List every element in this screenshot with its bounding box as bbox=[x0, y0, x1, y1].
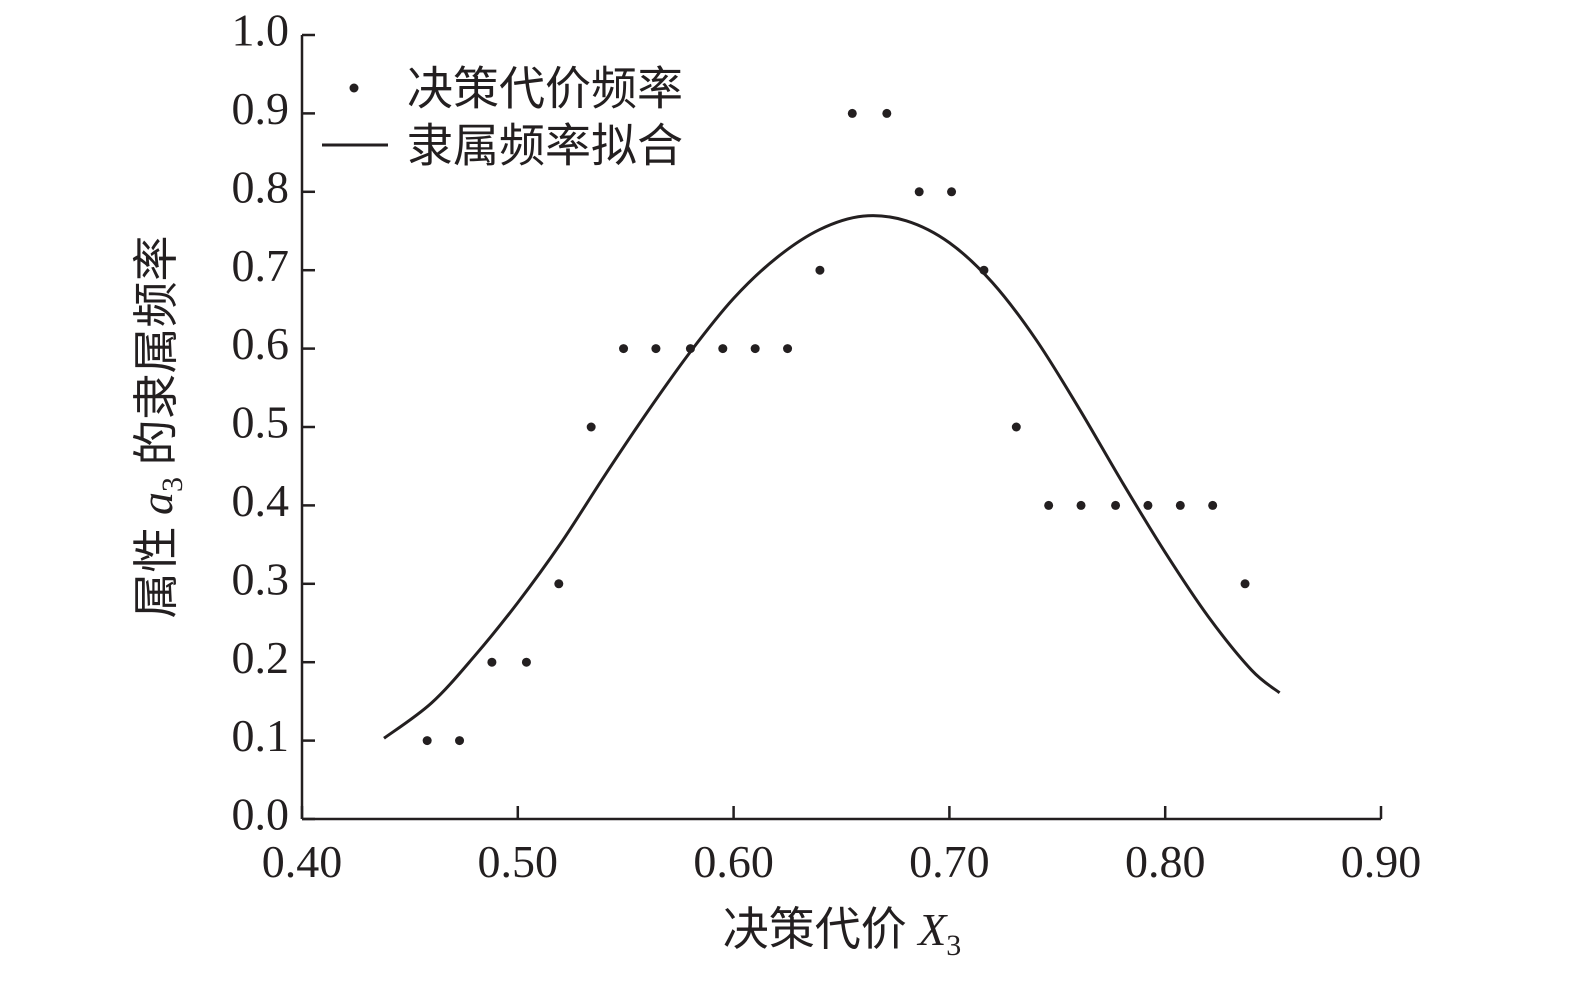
y-tick-label: 0.0 bbox=[232, 789, 290, 840]
scatter-point bbox=[554, 579, 564, 589]
scatter-point bbox=[815, 265, 825, 275]
x-axis-title-text: 决策代价 bbox=[723, 904, 919, 955]
plot-area: 0.00.10.20.30.40.50.60.70.80.91.0 0.40 0.… bbox=[232, 5, 1422, 887]
scatter-point bbox=[847, 108, 857, 118]
x-tick-label: 0.60 bbox=[693, 836, 774, 887]
x-axis-title-subscript: 3 bbox=[946, 929, 961, 962]
scatter-point bbox=[455, 736, 465, 746]
y-axis-title-suffix: 的隶属频率 bbox=[131, 236, 182, 478]
y-axis-title-prefix: 属性 bbox=[131, 515, 182, 619]
scatter-point bbox=[914, 187, 924, 197]
y-tick-label: 0.8 bbox=[232, 161, 290, 212]
y-tick-label: 0.6 bbox=[232, 318, 290, 369]
scatter-point bbox=[1240, 579, 1250, 589]
x-tick-label: 0.40 bbox=[262, 836, 343, 887]
y-axis-title-subscript: 3 bbox=[156, 477, 189, 492]
scatter-point bbox=[1011, 422, 1021, 432]
y-tick-label: 0.7 bbox=[232, 240, 290, 291]
x-ticks: 0.40 0.50 0.60 0.70 0.80 0.90 bbox=[262, 806, 1422, 887]
y-tick-label: 0.3 bbox=[232, 553, 290, 604]
scatter-point bbox=[1143, 500, 1153, 510]
legend-fit-label: 隶属频率拟合 bbox=[407, 121, 683, 172]
scatter-point bbox=[422, 736, 432, 746]
scatter-point bbox=[1044, 500, 1054, 510]
y-axis-title: 属性 a3 的隶属频率 bbox=[131, 236, 189, 619]
y-tick-label: 0.4 bbox=[232, 475, 290, 526]
scatter-point bbox=[1175, 500, 1185, 510]
scatter-point bbox=[586, 422, 596, 432]
y-tick-label: 0.9 bbox=[232, 83, 290, 134]
scatter-points bbox=[422, 108, 1250, 746]
x-tick-label: 0.50 bbox=[478, 836, 559, 887]
y-tick-label: 0.2 bbox=[232, 632, 290, 683]
scatter-point bbox=[783, 344, 793, 354]
scatter-point bbox=[947, 187, 957, 197]
fit-curve-series-line bbox=[383, 214, 1281, 740]
x-axis-title-variable: X bbox=[916, 904, 948, 955]
scatter-point bbox=[1111, 500, 1121, 510]
scatter-point bbox=[619, 344, 629, 354]
scatter-point bbox=[1208, 500, 1218, 510]
scatter-point bbox=[1076, 500, 1086, 510]
scatter-point bbox=[521, 657, 531, 667]
scatter-point bbox=[651, 344, 661, 354]
y-ticks: 0.0 0.1 0.2 0.3 0.4 0.5 0.6 0.7 0.8 0.9 1.0 bbox=[232, 5, 315, 840]
y-tick-label: 0.5 bbox=[232, 397, 290, 448]
y-axis-title-variable: a bbox=[131, 492, 182, 515]
scatter-point bbox=[718, 344, 728, 354]
x-tick-label: 0.70 bbox=[909, 836, 990, 887]
y-tick-label: 0.1 bbox=[232, 710, 290, 761]
x-axis-title: 决策代价 X3 bbox=[723, 904, 962, 962]
scatter-point bbox=[685, 344, 695, 354]
legend-scatter-label: 决策代价频率 bbox=[407, 64, 683, 115]
scatter-point bbox=[979, 265, 989, 275]
x-tick-label: 0.80 bbox=[1125, 836, 1206, 887]
scatter-point bbox=[882, 108, 892, 118]
legend-scatter-marker bbox=[349, 83, 359, 93]
x-tick-label: 0.90 bbox=[1341, 836, 1422, 887]
y-tick-label: 1.0 bbox=[232, 5, 290, 56]
scatter-point bbox=[487, 657, 497, 667]
legend: 决策代价频率 隶属频率拟合 bbox=[322, 64, 683, 172]
scatter-point bbox=[750, 344, 760, 354]
